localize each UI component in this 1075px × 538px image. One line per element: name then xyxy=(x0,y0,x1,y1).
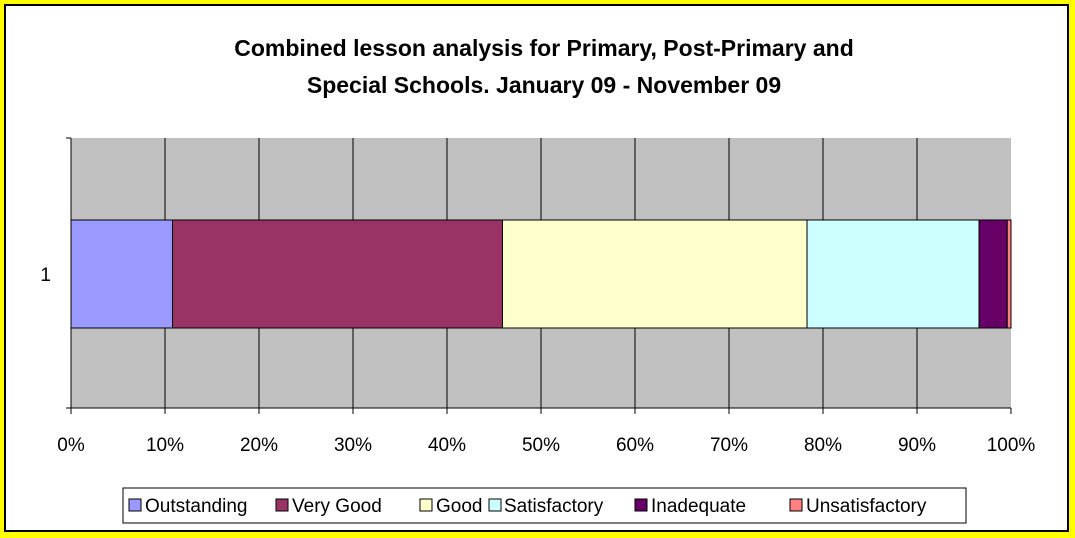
legend-swatch-satisfactory xyxy=(488,498,502,512)
bar-segment-good xyxy=(501,219,808,329)
x-tick-label: 20% xyxy=(240,435,278,456)
y-category-label: 1 xyxy=(40,265,51,286)
bar-segment-outstanding xyxy=(70,219,174,329)
x-tick-label: 60% xyxy=(616,435,654,456)
legend-swatch-inadequate xyxy=(634,498,648,512)
tick-labels-layer: 0% 10% 20% 30% 40% 50% 60% 70% 80% 90% 100% 1 xyxy=(40,265,1035,456)
x-tick-label: 90% xyxy=(898,435,936,456)
legend-label-good: Good xyxy=(436,496,482,517)
x-tick-label: 50% xyxy=(522,435,560,456)
legend-label-inadequate: Inadequate xyxy=(651,496,746,517)
x-tick-label: 0% xyxy=(57,435,85,456)
chart-frame: Combined lesson analysis for Primary, Po… xyxy=(4,4,1069,532)
axis-layer xyxy=(66,137,1012,414)
chart-title-line-2: Special Schools. January 09 - November 0… xyxy=(307,72,781,98)
legend: Outstanding Very Good Good Satisfactory Inad… xyxy=(122,487,967,524)
bar-segment-very-good xyxy=(172,219,503,329)
legend-swatch-good xyxy=(419,498,433,512)
legend-swatch-very-good xyxy=(275,498,289,512)
legend-box xyxy=(122,487,967,524)
legend-label-very-good: Very Good xyxy=(292,496,382,517)
legend-label-satisfactory: Satisfactory xyxy=(504,496,604,517)
chart-svg: Combined lesson analysis for Primary, Po… xyxy=(40,35,1035,524)
x-tick-label: 30% xyxy=(334,435,372,456)
x-tick-label: 70% xyxy=(710,435,748,456)
legend-swatch-unsatisfactory xyxy=(789,498,803,512)
bar-segment-inadequate xyxy=(978,219,1008,329)
chart-title-line-1: Combined lesson analysis for Primary, Po… xyxy=(234,35,854,61)
legend-label-outstanding: Outstanding xyxy=(145,496,247,517)
bar-segment-satisfactory xyxy=(806,219,980,329)
bar-segment-unsatisfactory xyxy=(1006,219,1012,329)
bars-layer xyxy=(70,219,1012,329)
x-tick-label: 40% xyxy=(428,435,466,456)
x-tick-label: 10% xyxy=(146,435,184,456)
x-tick-label: 80% xyxy=(804,435,842,456)
x-tick-label: 100% xyxy=(987,435,1036,456)
legend-label-unsatisfactory: Unsatisfactory xyxy=(806,496,927,517)
legend-swatch-outstanding xyxy=(128,498,142,512)
